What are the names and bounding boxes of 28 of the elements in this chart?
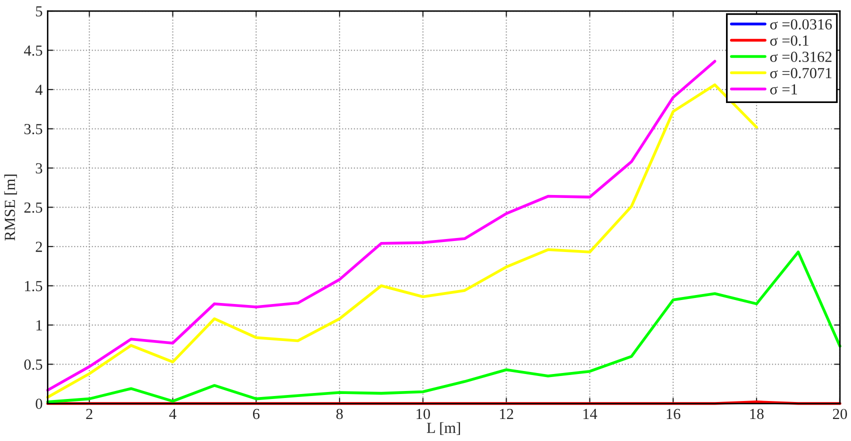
y-tick-label: 4.5 bbox=[24, 46, 42, 56]
x-tick-label: 8 bbox=[336, 408, 343, 420]
x-tick-label: 12 bbox=[500, 408, 514, 419]
x-tick-label: 20 bbox=[832, 408, 847, 420]
y-tick-label: 1 bbox=[36, 320, 42, 330]
y-tick-label: 2.5 bbox=[24, 202, 42, 213]
y-tick-label: 3 bbox=[36, 163, 42, 174]
legend-label: σ =0.0316 bbox=[770, 19, 832, 30]
x-axis-title: L [m] bbox=[426, 422, 460, 435]
y-tick-label: 1.5 bbox=[25, 280, 42, 292]
y-tick-label: 5 bbox=[36, 6, 42, 16]
x-tick-label: 10 bbox=[416, 408, 430, 420]
legend-label: σ =0.3162 bbox=[770, 52, 832, 62]
x-tick-label: 14 bbox=[583, 408, 598, 419]
y-tick-label: 3.5 bbox=[24, 124, 42, 134]
legend-label: σ =1 bbox=[770, 84, 798, 94]
x-tick-label: 4 bbox=[169, 408, 176, 419]
x-tick-label: 18 bbox=[750, 408, 764, 420]
x-tick-label: 16 bbox=[666, 408, 680, 420]
y-tick-label: 0 bbox=[36, 398, 42, 409]
x-tick-label: 6 bbox=[252, 408, 260, 420]
y-axis-title: RMSE [m] bbox=[4, 174, 17, 241]
legend-label: σ =0.1 bbox=[770, 35, 808, 46]
y-tick-label: 2 bbox=[36, 242, 42, 252]
y-tick-label: 4 bbox=[35, 84, 43, 95]
x-tick-label: 2 bbox=[86, 408, 92, 419]
legend-label: σ =0.7071 bbox=[770, 68, 832, 78]
y-tick-label: 0.5 bbox=[24, 359, 42, 370]
